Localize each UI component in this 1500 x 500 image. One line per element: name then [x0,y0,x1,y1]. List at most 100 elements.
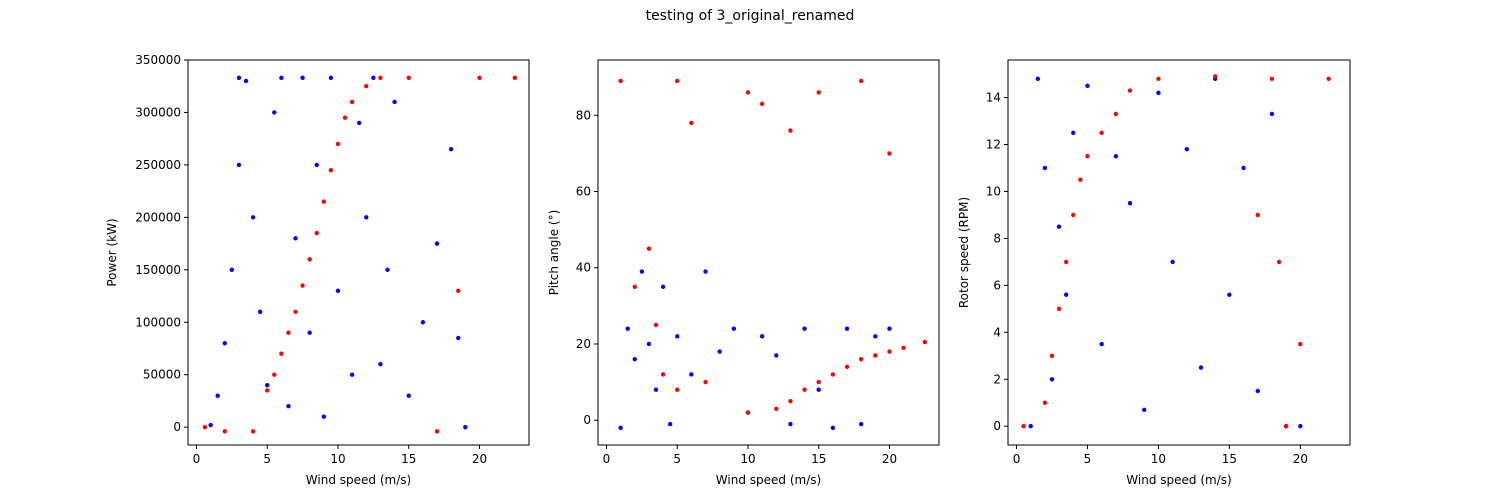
data-point-series-2 [858,78,864,84]
data-point-series-1 [243,78,249,84]
y-tick-label: 100000 [135,315,181,329]
data-point-series-1 [406,393,411,398]
data-point-series-2 [873,353,878,358]
data-point-series-2 [844,364,850,370]
axes-frame [1007,59,1351,446]
data-point-series-2 [279,351,284,356]
data-point-series-2 [222,429,227,434]
data-point-series-1 [236,75,242,81]
data-point-series-2 [745,410,751,415]
data-point-series-2 [1099,130,1104,135]
data-point-series-1 [858,421,864,427]
x-axis-label: Wind speed (m/s) [1126,473,1231,487]
data-point-series-2 [774,406,779,411]
data-point-series-2 [858,357,864,362]
data-point-series-1 [653,387,659,392]
y-tick-label: 300000 [135,105,181,119]
data-point-series-2 [342,115,348,120]
data-point-series-2 [1085,154,1090,159]
data-point-series-1 [646,341,652,347]
data-point-series-1 [328,75,334,81]
y-tick-label: 200000 [135,210,181,224]
y-tick-label: 14 [986,91,1001,105]
y-tick-label: 2 [993,372,1001,386]
data-point-series-2 [456,288,461,293]
data-point-series-1 [830,425,836,431]
data-point-series-2 [901,345,906,350]
y-tick-label: 6 [993,278,1001,292]
data-point-series-2 [632,284,637,290]
data-point-series-2 [1021,424,1026,429]
data-point-series-2 [293,309,298,314]
data-point-series-2 [745,90,751,95]
y-tick-label: 0 [993,419,1001,433]
data-point-series-1 [873,334,878,339]
data-point-series-1 [1028,424,1033,429]
data-point-series-2 [1049,353,1055,358]
data-point-series-2 [759,101,765,107]
data-point-series-1 [392,99,397,105]
data-point-series-1 [456,335,461,341]
data-point-series-1 [844,326,850,331]
x-tick-label: 15 [811,452,826,466]
data-point-series-1 [1056,224,1062,229]
data-point-series-2 [1276,259,1282,265]
data-point-series-2 [314,230,319,236]
data-point-series-2 [434,429,440,434]
data-point-series-1 [378,362,383,367]
plot-3: 0 5 10 15 20 0 2 4 6 8 10 12 14 Wind speed (m/s) Rotor… [957,59,1351,487]
y-tick-label: 250000 [135,158,181,172]
data-point-series-1 [434,241,440,246]
y-tick-label: 4 [993,325,1001,339]
data-point-series-1 [272,110,277,115]
data-point-series-2 [788,398,793,404]
data-point-series-1 [1049,377,1055,382]
data-point-series-1 [1127,201,1133,206]
y-axis-label: Power (kW) [105,218,119,286]
data-point-series-1 [1042,165,1048,171]
data-point-series-2 [887,349,892,354]
y-tick-label: 40 [576,261,591,275]
data-point-series-2 [378,75,383,81]
data-point-series-2 [406,75,411,81]
y-tick-label: 12 [986,138,1001,152]
data-point-series-2 [328,167,334,173]
data-point-series-1 [731,326,737,331]
x-tick-label: 5 [263,452,271,466]
data-point-series-1 [463,424,468,430]
data-point-series-1 [717,349,722,354]
x-axis-label: Wind speed (m/s) [716,473,821,487]
axes-frame [187,59,530,446]
data-point-series-1 [420,320,426,325]
data-point-series-1 [1113,154,1119,159]
data-point-series-1 [1184,147,1190,152]
data-point-series-1 [1255,388,1260,394]
y-tick-label: 150000 [135,263,181,277]
data-point-series-1 [788,421,793,427]
data-point-series-2 [1156,76,1161,81]
data-point-series-2 [286,330,291,335]
data-point-series-2 [202,424,208,430]
data-point-series-2 [335,141,341,147]
data-point-series-1 [371,75,376,81]
data-point-series-2 [321,199,327,204]
data-point-series-2 [653,322,659,328]
data-point-series-2 [349,99,355,105]
data-point-series-1 [774,353,779,358]
data-point-series-2 [788,128,793,133]
data-point-series-1 [349,372,355,377]
data-point-series-2 [802,387,807,392]
data-point-series-1 [1298,424,1303,429]
data-point-series-1 [265,383,270,388]
y-tick-label: 80 [576,108,591,122]
data-point-series-1 [639,269,645,274]
x-tick-label: 5 [1084,452,1092,466]
data-point-series-2 [816,379,821,385]
data-point-series-2 [1078,177,1083,182]
data-point-series-1 [314,162,319,168]
data-point-series-1 [257,309,263,314]
data-point-series-1 [1241,165,1246,171]
data-point-series-1 [816,387,821,392]
data-point-series-1 [1063,292,1069,297]
x-tick-label: 20 [1293,452,1308,466]
